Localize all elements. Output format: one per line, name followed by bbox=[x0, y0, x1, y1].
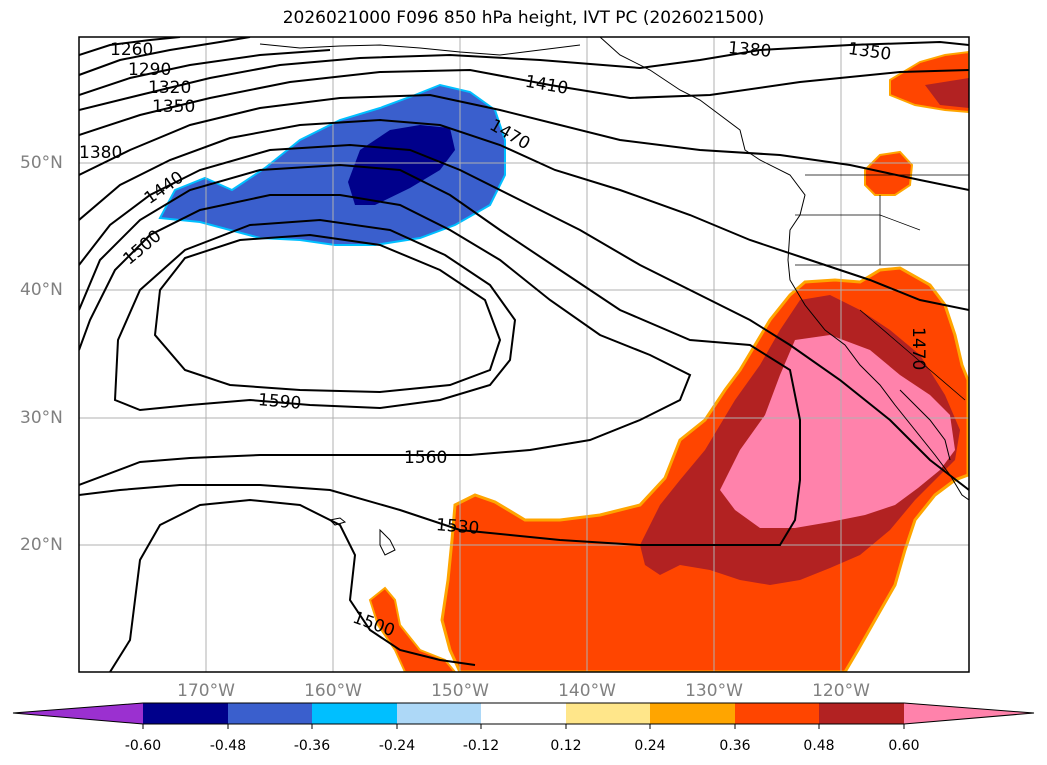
colorbar-tick-label: 0.12 bbox=[550, 738, 582, 754]
lat-tick-label: 40°N bbox=[20, 280, 63, 300]
contour-label: 1470 bbox=[908, 327, 928, 370]
colorbar-bin bbox=[650, 703, 735, 724]
colorbar-tick-label: -0.36 bbox=[293, 738, 331, 754]
contour-label: 1560 bbox=[404, 448, 447, 468]
map-gridlines bbox=[79, 37, 969, 672]
peak-positive-anomaly bbox=[720, 335, 955, 528]
contour-label: 1350 bbox=[152, 97, 195, 117]
colorbar-tick-label: -0.48 bbox=[209, 738, 247, 754]
colorbar-bin bbox=[312, 703, 397, 724]
colorbar-bin bbox=[397, 703, 481, 724]
colorbar-tick-label: 0.48 bbox=[803, 738, 835, 754]
contour-label: 1260 bbox=[110, 40, 153, 60]
colorbar-bin bbox=[735, 703, 819, 724]
coastlines bbox=[259, 37, 969, 556]
height-contours bbox=[79, 37, 969, 672]
contour-label: 1380 bbox=[727, 38, 772, 62]
colorbar-tick-label: -0.12 bbox=[462, 738, 500, 754]
strong-positive-north bbox=[925, 78, 969, 108]
lon-tick-label: 170°W bbox=[177, 681, 235, 701]
colorbar-bin bbox=[566, 703, 650, 724]
colorbar-bin bbox=[143, 703, 228, 724]
colorbar-bin bbox=[228, 703, 312, 724]
lat-tick-label: 30°N bbox=[20, 408, 63, 428]
lon-tick-label: 150°W bbox=[431, 681, 489, 701]
contour-label: 1530 bbox=[435, 515, 480, 539]
lat-tick-label: 20°N bbox=[20, 535, 63, 555]
lat-tick-label: 50°N bbox=[20, 153, 63, 173]
strong-negative-core bbox=[348, 125, 455, 205]
colorbar-tick-label: 0.24 bbox=[634, 738, 666, 754]
colorbar-bin bbox=[819, 703, 904, 724]
contour-label: 1590 bbox=[257, 390, 302, 414]
colorbar-tick-label: 0.60 bbox=[888, 738, 920, 754]
lon-tick-label: 140°W bbox=[558, 681, 616, 701]
contour-label: 1380 bbox=[79, 143, 122, 163]
colorbar-under-extension bbox=[13, 703, 143, 724]
colorbar-tick-label: -0.24 bbox=[378, 738, 416, 754]
contour-label: 1290 bbox=[128, 60, 171, 80]
lon-tick-label: 120°W bbox=[812, 681, 870, 701]
plot-title: 2026021000 F096 850 hPa height, IVT PC (… bbox=[282, 8, 765, 28]
map-frame bbox=[78, 36, 970, 673]
colorbar-over-extension bbox=[904, 703, 1034, 724]
contour-label: 1320 bbox=[148, 78, 191, 98]
colorbar-tick-label: 0.36 bbox=[719, 738, 751, 754]
colorbar bbox=[12, 702, 1035, 729]
lon-tick-label: 160°W bbox=[304, 681, 362, 701]
colorbar-tick-label: -0.60 bbox=[124, 738, 162, 754]
colorbar-bin bbox=[481, 703, 566, 724]
lon-tick-label: 130°W bbox=[685, 681, 743, 701]
